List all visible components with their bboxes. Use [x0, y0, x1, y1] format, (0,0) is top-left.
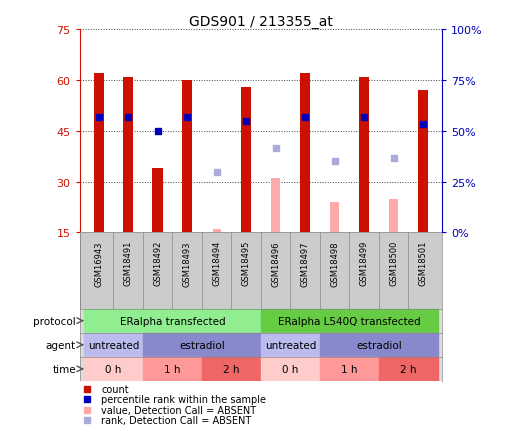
Text: value, Detection Call = ABSENT: value, Detection Call = ABSENT — [101, 404, 256, 414]
Text: untreated: untreated — [265, 340, 316, 350]
Bar — [271, 179, 280, 233]
Bar — [123, 78, 133, 233]
Bar — [84, 309, 261, 333]
Text: GSM16943: GSM16943 — [94, 240, 103, 286]
Text: GSM18498: GSM18498 — [330, 240, 339, 286]
Bar — [261, 333, 320, 357]
Text: rank, Detection Call = ABSENT: rank, Detection Call = ABSENT — [101, 415, 251, 425]
Text: GSM18493: GSM18493 — [183, 240, 192, 286]
Bar — [84, 333, 143, 357]
Text: GSM18499: GSM18499 — [360, 240, 368, 286]
Bar — [418, 91, 428, 233]
Text: ERalpha transfected: ERalpha transfected — [120, 316, 225, 326]
Bar — [359, 78, 369, 233]
Bar — [320, 357, 379, 381]
Text: GSM18492: GSM18492 — [153, 240, 162, 286]
Bar — [152, 169, 163, 233]
Text: percentile rank within the sample: percentile rank within the sample — [101, 395, 266, 404]
Text: GSM18491: GSM18491 — [124, 240, 133, 286]
Bar — [212, 230, 221, 233]
Text: 0 h: 0 h — [105, 364, 122, 374]
Bar — [261, 357, 320, 381]
Text: 2 h: 2 h — [400, 364, 417, 374]
Text: ERalpha L540Q transfected: ERalpha L540Q transfected — [278, 316, 421, 326]
Text: GSM18501: GSM18501 — [419, 240, 427, 286]
Text: 1 h: 1 h — [341, 364, 358, 374]
Bar — [261, 309, 438, 333]
Bar — [389, 199, 398, 233]
Bar — [143, 357, 202, 381]
Text: GSM18500: GSM18500 — [389, 240, 398, 286]
Bar — [241, 88, 251, 233]
Text: count: count — [101, 384, 129, 394]
Bar — [84, 357, 143, 381]
Text: GSM18496: GSM18496 — [271, 240, 280, 286]
Title: GDS901 / 213355_at: GDS901 / 213355_at — [189, 15, 333, 30]
Text: untreated: untreated — [88, 340, 139, 350]
Bar — [379, 357, 438, 381]
Bar — [300, 74, 310, 233]
Text: estradiol: estradiol — [179, 340, 225, 350]
Bar — [202, 357, 261, 381]
Bar — [93, 74, 104, 233]
Bar — [182, 81, 192, 233]
Text: GSM18494: GSM18494 — [212, 240, 221, 286]
Text: estradiol: estradiol — [356, 340, 402, 350]
Text: GSM18495: GSM18495 — [242, 240, 251, 286]
Text: time: time — [52, 364, 76, 374]
Bar — [320, 333, 438, 357]
Text: 0 h: 0 h — [282, 364, 299, 374]
Text: protocol: protocol — [33, 316, 76, 326]
Text: 1 h: 1 h — [164, 364, 181, 374]
Bar — [330, 203, 339, 233]
Text: GSM18497: GSM18497 — [301, 240, 309, 286]
Text: 2 h: 2 h — [223, 364, 240, 374]
Bar — [143, 333, 261, 357]
Text: agent: agent — [46, 340, 76, 350]
